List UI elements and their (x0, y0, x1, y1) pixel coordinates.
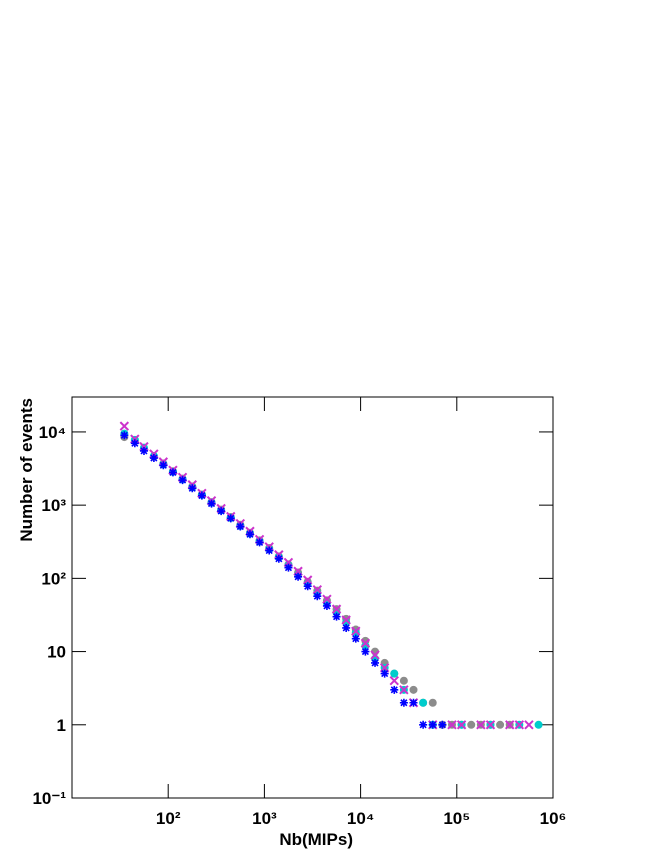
x-tick-label: 10² (156, 809, 181, 828)
y-tick-label: 10² (41, 569, 66, 588)
point (389, 675, 399, 686)
x-tick-label: 10⁴ (347, 809, 374, 828)
point (274, 554, 283, 563)
y-tick-label: 10⁴ (39, 423, 66, 442)
point (428, 720, 437, 729)
point (236, 522, 245, 531)
point (419, 720, 428, 729)
point (188, 484, 197, 493)
point (524, 720, 534, 730)
point (399, 676, 408, 685)
y-tick-label: 1 (57, 716, 66, 735)
point (313, 592, 322, 601)
point (197, 491, 206, 500)
point (331, 604, 342, 614)
point (419, 698, 428, 707)
x-axis-title: Nb(MIPs) (279, 830, 353, 849)
y-axis-title: Number of events (17, 398, 36, 542)
point (226, 514, 235, 523)
x-tick-label: 10⁶ (540, 809, 567, 828)
point (399, 685, 409, 695)
point (380, 669, 389, 678)
point (168, 468, 177, 477)
point (351, 626, 361, 636)
y-tick-label: 10 (47, 643, 66, 662)
y-tick-label: 10³ (41, 496, 66, 515)
point (207, 499, 216, 508)
point (447, 720, 457, 730)
point (159, 461, 168, 470)
point (409, 685, 418, 694)
point (360, 638, 371, 648)
point (534, 720, 543, 729)
point (370, 650, 380, 660)
point (139, 446, 148, 455)
y-tick-label: 10⁻¹ (32, 789, 66, 808)
point (476, 720, 486, 730)
point (496, 720, 505, 729)
point (217, 507, 226, 516)
point (119, 421, 130, 431)
point (409, 698, 418, 707)
plot-frame (71, 396, 554, 799)
point (341, 615, 351, 625)
point (342, 623, 351, 632)
point (149, 454, 158, 463)
point (284, 563, 293, 572)
point (149, 449, 159, 459)
point (428, 698, 437, 707)
point (390, 669, 399, 678)
point (505, 720, 515, 730)
point (265, 546, 274, 555)
point (130, 439, 139, 448)
point (274, 550, 284, 560)
point (302, 575, 313, 585)
point (255, 538, 264, 547)
point (245, 530, 254, 539)
point (390, 685, 399, 694)
point (322, 601, 331, 610)
point (438, 720, 447, 729)
point (456, 720, 467, 730)
point (399, 698, 408, 707)
point (485, 720, 496, 730)
x-tick-label: 10⁵ (443, 809, 470, 828)
point (361, 647, 370, 656)
x-tick-label: 10³ (252, 809, 277, 828)
point (294, 572, 303, 581)
point (351, 634, 360, 643)
point (371, 658, 380, 667)
point (332, 612, 341, 621)
point (120, 431, 129, 440)
point (178, 476, 187, 485)
point (312, 584, 323, 595)
point (303, 582, 312, 591)
point (467, 720, 476, 729)
point (514, 720, 525, 730)
point (322, 594, 332, 604)
